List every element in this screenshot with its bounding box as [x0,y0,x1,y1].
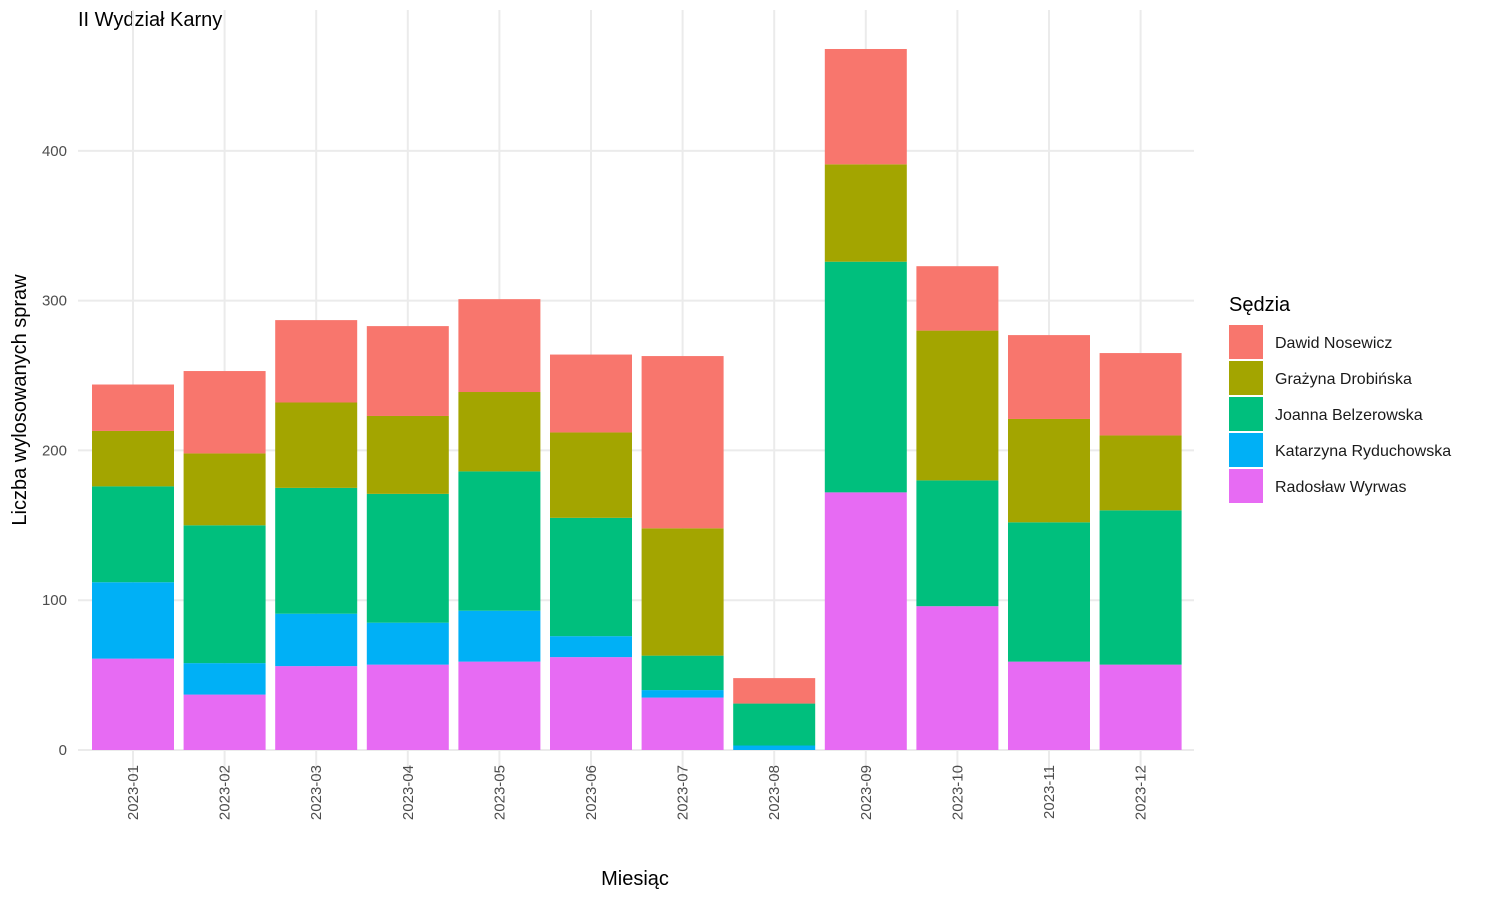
bar-segment [824,48,907,165]
bar-segment [733,745,816,750]
bar-segment [641,655,724,691]
y-tick-label: 400 [42,143,67,160]
x-tick-label: 2023-06 [583,765,600,820]
bar-segment [275,320,358,403]
bar-segment [1008,661,1090,750]
bar-segment [275,613,358,667]
legend-label: Radosław Wyrwas [1275,479,1406,496]
legend-label: Joanna Belzerowska [1275,407,1423,424]
bar-segment [733,678,816,704]
bar-segment [1099,435,1182,511]
bar-segment [550,354,632,433]
bar-segment [183,694,266,750]
bar-segment [275,487,358,614]
bar-segment [92,582,174,659]
bar-segment [458,392,541,472]
bar-segment [550,636,632,658]
legend-key [1229,469,1263,503]
bar-segment [1008,418,1090,523]
bar-segment [824,164,907,262]
bar-segment [641,356,724,529]
y-tick-label: 300 [42,293,67,310]
x-tick-label: 2023-01 [125,765,142,820]
x-tick-label: 2023-04 [400,765,417,820]
y-tick-label: 200 [42,442,67,459]
x-axis-title: Miesiąc [601,868,669,890]
bar-segment [92,486,174,583]
bar-segment [183,371,266,454]
bar-segment [1099,510,1182,665]
bar-segment [824,261,907,493]
bar-segment [916,330,999,481]
bar-segment [1099,664,1182,750]
y-tick-label: 0 [59,742,67,759]
x-tick-label: 2023-12 [1133,765,1150,820]
bar-segment [916,606,999,750]
bar-segment [366,326,449,416]
y-axis-ticks: 0 100 200 300 400 [42,143,67,759]
legend-key [1229,433,1263,467]
x-tick-label: 2023-08 [766,765,783,820]
legend-label: Katarzyna Ryduchowska [1275,443,1451,460]
bar-segment [458,661,541,750]
legend-key [1229,325,1263,359]
bar-segment [275,666,358,750]
bar-segment [1008,522,1090,662]
legend-key [1229,361,1263,395]
bar-segment [916,266,999,331]
chart-title: II Wydział Karny [78,9,222,31]
bar-segment [550,517,632,637]
bar-segment [641,690,724,698]
legend-label: Grażyna Drobińska [1275,371,1412,388]
bar-segment [92,430,174,487]
bar-segment [550,432,632,518]
y-tick-label: 100 [42,592,67,609]
bar-segment [458,471,541,611]
bar-segment [366,415,449,494]
x-tick-label: 2023-09 [858,765,875,820]
bar-segment [733,703,816,746]
legend-key [1229,397,1263,431]
bar-segment [550,657,632,750]
bar-segment [275,402,358,488]
legend-label: Dawid Nosewicz [1275,335,1392,352]
bar-segment [916,480,999,607]
x-tick-label: 2023-05 [491,765,508,820]
bar-segment [366,493,449,623]
x-tick-label: 2023-03 [308,765,325,820]
bar-segment [824,492,907,750]
bar-segment [366,622,449,665]
x-tick-label: 2023-10 [949,765,966,820]
bar-segment [1099,353,1182,436]
x-axis-ticks: 2023-01 2023-02 2023-03 2023-04 2023-05 2023-… [125,765,1150,820]
bar-segment [458,610,541,662]
x-tick-label: 2023-11 [1041,765,1058,819]
bars [92,48,1182,750]
bar-segment [641,528,724,656]
x-tick-label: 2023-02 [217,765,234,820]
bar-segment [183,453,266,526]
bar-segment [366,664,449,750]
legend-title: Sędzia [1229,294,1291,316]
bar-segment [92,384,174,431]
bar-segment [458,299,541,393]
y-axis-title: Liczba wylosowanych spraw [9,274,31,526]
legend: Sędzia Dawid Nosewicz Grażyna Drobińska Jo… [1229,294,1451,503]
bar-segment [183,663,266,695]
bar-segment [1008,335,1090,419]
bar-segment [641,697,724,750]
bar-segment [183,525,266,664]
bar-segment [92,658,174,750]
x-tick-label: 2023-07 [675,765,692,820]
